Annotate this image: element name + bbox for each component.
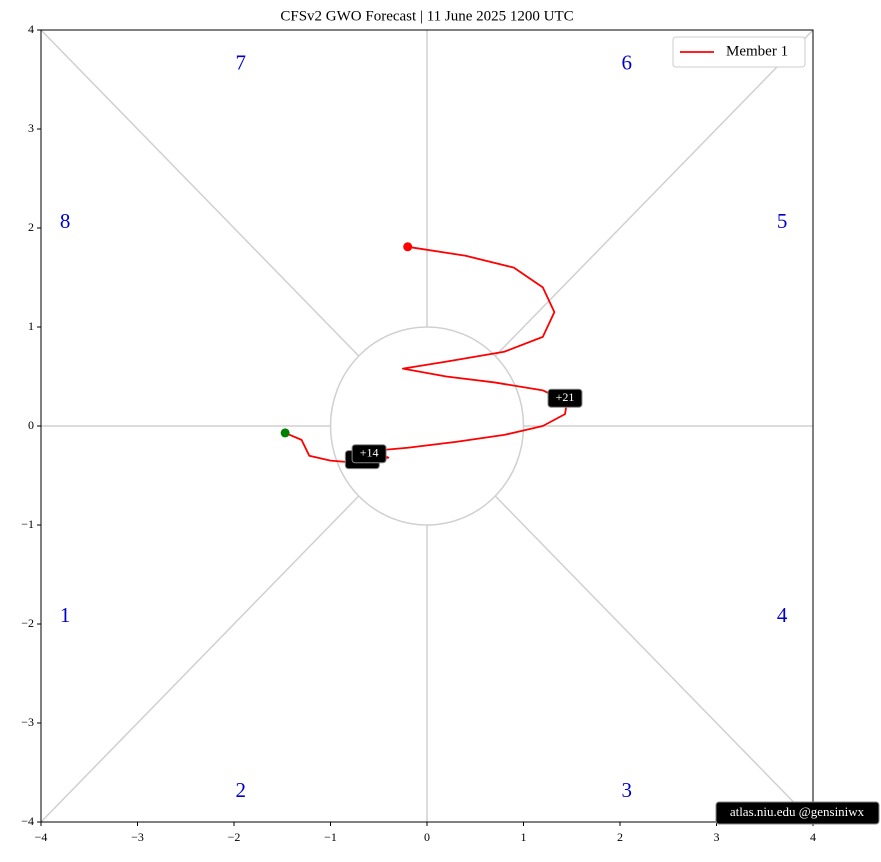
x-tick-label: −2 bbox=[228, 830, 241, 844]
legend-box bbox=[672, 36, 806, 68]
phase-guides bbox=[40, 29, 814, 823]
y-tick-label: −1 bbox=[21, 517, 34, 531]
phase-label: 6 bbox=[622, 50, 633, 74]
end-point bbox=[403, 242, 413, 252]
guide-line bbox=[494, 29, 814, 357]
x-tick-label: −1 bbox=[324, 830, 337, 844]
phase-label: 5 bbox=[777, 209, 788, 233]
phase-label: 4 bbox=[777, 603, 788, 627]
legend-label: Member 1 bbox=[726, 43, 788, 59]
watermark-box bbox=[715, 801, 880, 825]
day-label-box bbox=[547, 388, 583, 408]
guide-line bbox=[494, 495, 814, 823]
phase-label: 3 bbox=[622, 778, 633, 802]
x-tick-label: 3 bbox=[714, 830, 720, 844]
guide-line bbox=[40, 495, 360, 823]
phase-label: 1 bbox=[60, 603, 71, 627]
y-tick-label: −2 bbox=[21, 616, 34, 630]
trajectory bbox=[284, 245, 568, 464]
y-tick-label: 2 bbox=[28, 220, 34, 234]
y-tick-label: 3 bbox=[28, 121, 34, 135]
day-label: +21 bbox=[556, 390, 575, 404]
day-label: +14 bbox=[360, 445, 379, 459]
y-tick-label: −3 bbox=[21, 715, 34, 729]
watermark: atlas.niu.edu @gensiniwx bbox=[730, 804, 865, 819]
y-tick-label: 1 bbox=[28, 319, 34, 333]
y-tick-label: 4 bbox=[28, 22, 34, 36]
phase-label: 2 bbox=[236, 778, 247, 802]
day-label-box bbox=[351, 444, 387, 464]
x-tick-label: 0 bbox=[424, 830, 430, 844]
y-tick-label: 0 bbox=[28, 418, 34, 432]
x-tick-label: 2 bbox=[617, 830, 623, 844]
phase-label: 7 bbox=[236, 50, 247, 74]
start-point bbox=[280, 428, 290, 438]
x-tick-label: 4 bbox=[810, 830, 816, 844]
x-tick-label: −3 bbox=[131, 830, 144, 844]
x-tick-label: −4 bbox=[35, 830, 48, 844]
chart-title: CFSv2 GWO Forecast | 11 June 2025 1200 U… bbox=[280, 8, 573, 24]
x-tick-label: 1 bbox=[521, 830, 527, 844]
guide-line bbox=[40, 29, 360, 357]
unit-circle bbox=[329, 326, 525, 526]
phase-label: 8 bbox=[60, 209, 71, 233]
y-tick-label: −4 bbox=[21, 814, 34, 828]
